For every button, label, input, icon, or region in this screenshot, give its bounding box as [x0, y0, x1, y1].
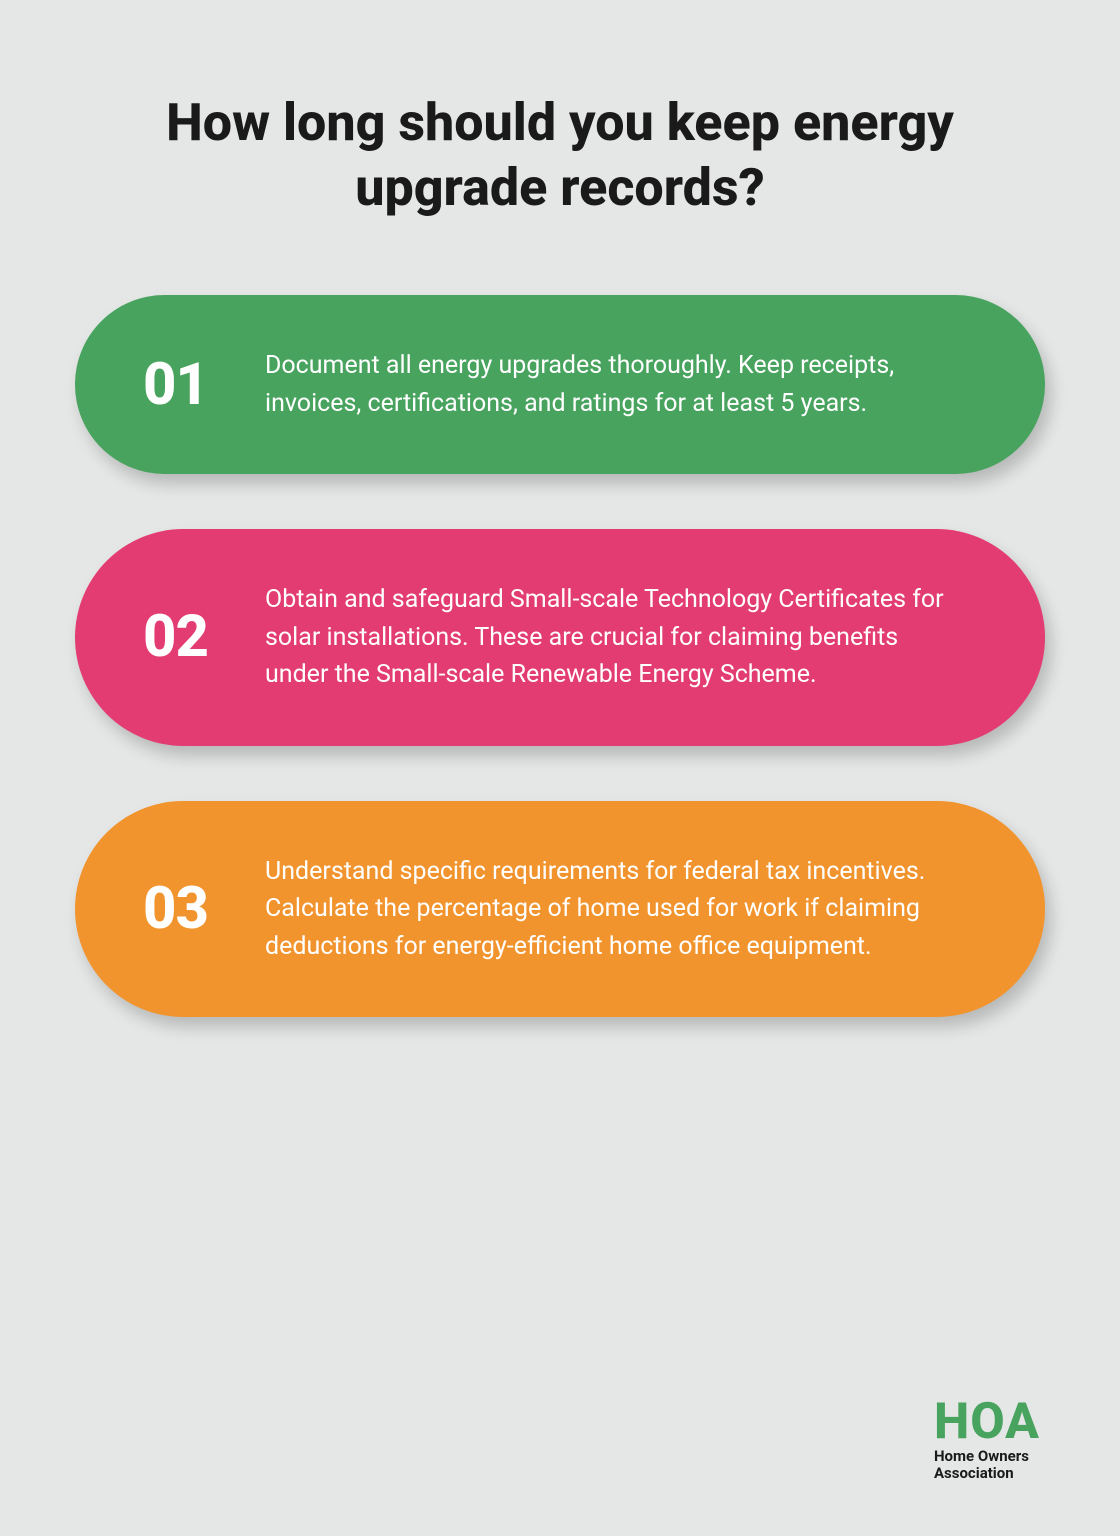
logo-subtitle-2: Association	[934, 1465, 1040, 1482]
logo-main-text: HOA	[934, 1399, 1040, 1447]
pill-text-2: Obtain and safeguard Small-scale Technol…	[265, 581, 985, 694]
logo: HOA Home Owners Association	[934, 1399, 1040, 1482]
page-title: How long should you keep energy upgrade …	[75, 90, 1045, 220]
pill-item-3: 03 Understand specific requirements for …	[75, 801, 1045, 1018]
infographic-container: How long should you keep energy upgrade …	[0, 0, 1120, 1017]
pill-number-1: 01	[125, 351, 265, 419]
pill-text-1: Document all energy upgrades thoroughly.…	[265, 347, 985, 422]
pill-item-1: 01 Document all energy upgrades thorough…	[75, 295, 1045, 474]
pill-number-3: 03	[125, 875, 265, 943]
pill-text-3: Understand specific requirements for fed…	[265, 853, 985, 966]
pill-number-2: 02	[125, 603, 265, 671]
pill-item-2: 02 Obtain and safeguard Small-scale Tech…	[75, 529, 1045, 746]
logo-subtitle-1: Home Owners	[934, 1448, 1040, 1465]
